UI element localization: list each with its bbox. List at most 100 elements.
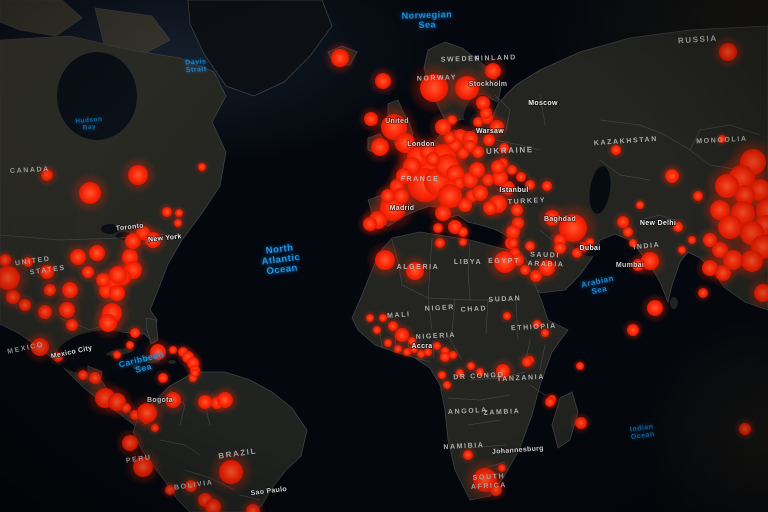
outbreak-dot	[119, 156, 157, 194]
country-label-sudan: SUDAN	[488, 295, 521, 304]
country-label-france: FRANCE	[401, 176, 440, 183]
outbreak-dot	[537, 325, 553, 341]
country-label-south: SOUTH	[473, 473, 506, 482]
outbreak-dot	[731, 240, 768, 282]
jamaica	[132, 365, 140, 369]
country-label-finland: FINLAND	[475, 54, 517, 62]
outbreak-dot	[187, 365, 203, 381]
arctic-island	[94, 7, 171, 57]
country-label-sweden: SWEDEN	[441, 55, 482, 63]
outbreak-dot	[745, 275, 768, 311]
outbreak-dot	[455, 234, 471, 250]
outbreak-dot	[31, 298, 59, 326]
country-label-india: INDIA	[633, 242, 661, 252]
arctic-island	[0, 0, 83, 37]
water-label-hudson-bay: HudsonBay	[75, 116, 103, 132]
outbreak-dot	[499, 308, 515, 324]
outbreak-dot	[452, 365, 468, 381]
country-label-ethiopia: ETHIOPIA	[511, 323, 557, 332]
outbreak-dot	[60, 313, 84, 337]
outbreak-dot	[438, 126, 462, 150]
city-label-moscow: Moscow	[528, 100, 558, 107]
outbreak-dot	[569, 411, 593, 435]
water-label-north-atlantic-ocean: NorthAtlanticOcean	[260, 242, 302, 278]
caspian-sea	[589, 166, 611, 214]
outbreak-dot	[33, 258, 61, 286]
city-label-toronto: Toronto	[116, 223, 145, 233]
screen-glare-bottom-right	[638, 310, 768, 512]
outbreak-dot	[142, 336, 174, 368]
water-label-davis-strait: DavisStrait	[185, 58, 207, 74]
outbreak-dot	[472, 364, 488, 380]
outbreak-dot	[458, 445, 478, 465]
outbreak-dot	[537, 176, 557, 196]
outbreak-dot	[407, 61, 461, 115]
outbreak-dot	[194, 159, 210, 175]
country-label-egypt: EGYPT	[488, 258, 520, 265]
country-label-saudi: SAUDI	[530, 251, 560, 259]
outbreak-dot	[170, 215, 186, 231]
outbreak-dot	[18, 252, 38, 272]
outbreak-dot	[632, 197, 648, 213]
city-label-accra: Accra	[412, 343, 433, 350]
outbreak-dot	[626, 253, 650, 277]
outbreak-dot	[684, 232, 700, 248]
outbreak-dot	[430, 233, 450, 253]
country-label-arabia: ARABIA	[528, 260, 565, 268]
outbreak-dot	[714, 131, 730, 147]
country-label-united: UNITED	[15, 256, 51, 268]
city-label-bogota: Bogota	[147, 397, 173, 404]
outbreak-dot	[367, 65, 399, 97]
outbreak-dot	[494, 138, 514, 158]
outbreak-dot	[397, 253, 433, 289]
country-label-chad: CHAD	[460, 305, 487, 313]
city-label-new-york: New York	[148, 233, 182, 243]
country-label-namibia: NAMIBIA	[443, 442, 484, 451]
outbreak-dot	[503, 233, 523, 253]
country-label-algeria: ALGERIA	[397, 264, 440, 271]
gulf-of-mexico	[56, 330, 140, 374]
city-label-united: United	[385, 118, 409, 125]
outbreak-dots-layer	[0, 34, 768, 512]
country-label-norway: NORWAY	[417, 74, 458, 82]
outbreak-dot	[707, 257, 739, 289]
country-label-kazakhstan: KAZAKHSTAN	[594, 136, 658, 147]
outbreak-dot	[197, 491, 229, 512]
country-label-nigeria: NIGERIA	[416, 332, 457, 341]
outbreak-dot	[442, 110, 462, 130]
country-label-niger: NIGER	[425, 304, 455, 313]
outbreak-dot	[157, 384, 189, 416]
outbreak-dot	[128, 394, 166, 432]
outbreak-dot	[621, 318, 645, 342]
outbreak-dot	[674, 242, 690, 258]
outbreak-dot	[520, 175, 540, 195]
outbreak-dot	[322, 40, 358, 76]
outbreak-dot	[90, 305, 126, 341]
outbreak-dot	[428, 218, 448, 238]
city-label-london: London	[407, 141, 434, 148]
city-label-mumbai: Mumbai	[616, 262, 644, 269]
outbreak-dot	[356, 210, 384, 238]
city-label-madrid: Madrid	[390, 205, 415, 212]
outbreak-dot	[22, 329, 58, 365]
outbreak-dot	[625, 235, 641, 251]
city-label-istanbul: Istanbul	[499, 187, 528, 194]
outbreak-dot	[209, 384, 241, 416]
outbreak-dot	[35, 163, 59, 187]
city-label-new-delhi: New Delhi	[640, 220, 676, 227]
country-label-dr-congo: DR CONGO	[453, 372, 505, 382]
outbreak-dot	[69, 172, 111, 214]
country-label-zambia: ZAMBIA	[483, 408, 520, 417]
outbreak-dot	[439, 377, 455, 393]
outbreak-dot	[239, 497, 267, 512]
outbreak-dot	[484, 153, 512, 181]
city-label-dubai: Dubai	[580, 245, 601, 252]
outbreak-dot	[733, 417, 757, 441]
outbreak-dot	[404, 333, 420, 349]
outbreak-dot	[0, 283, 27, 311]
outbreak-dot	[477, 128, 501, 152]
city-label-johannesburg: Johannesburg	[492, 445, 544, 456]
greenland	[187, 0, 333, 97]
